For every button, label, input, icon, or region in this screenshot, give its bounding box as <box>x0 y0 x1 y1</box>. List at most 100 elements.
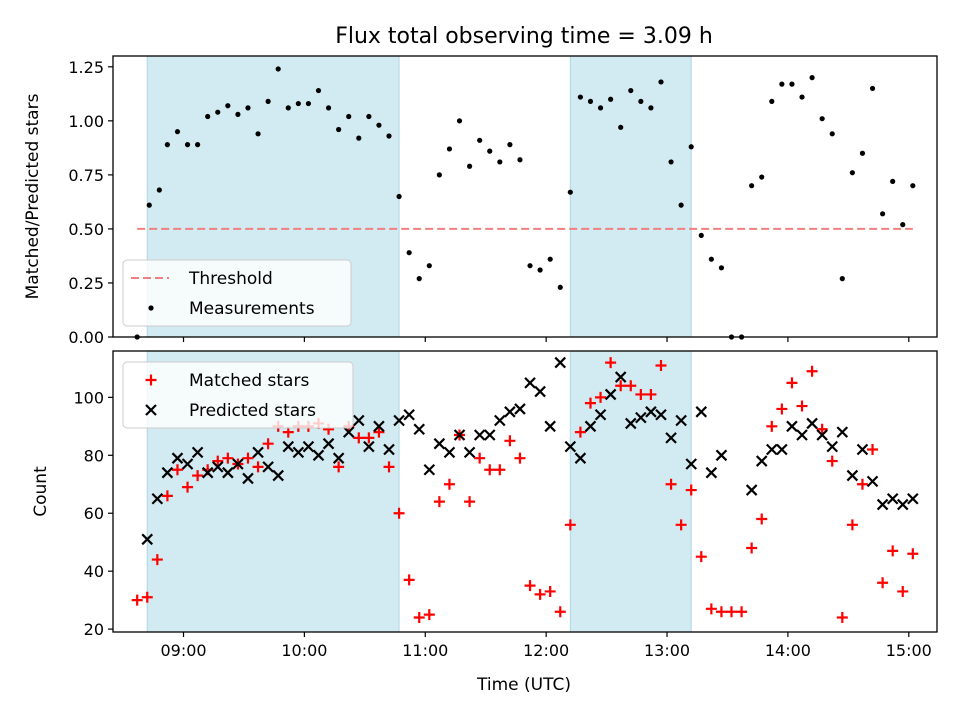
predicted-point <box>211 461 224 473</box>
measurement-point <box>174 129 181 135</box>
matched-point <box>856 478 868 490</box>
predicted-point <box>806 417 818 430</box>
matched-point <box>907 548 919 560</box>
matched-point <box>242 452 254 464</box>
y-tick-label: 0.00 <box>68 328 104 347</box>
measurement-point <box>295 100 301 107</box>
predicted-point <box>635 411 647 424</box>
predicted-point <box>715 449 728 462</box>
matched-point <box>383 461 395 473</box>
matched-point <box>826 455 838 467</box>
y-tick-label: 1.25 <box>68 58 104 77</box>
matched-point <box>605 357 617 369</box>
matched-point <box>161 490 173 502</box>
matched-point <box>796 400 808 412</box>
predicted-point <box>544 420 556 433</box>
matched-point <box>685 484 697 496</box>
matched-point <box>816 423 828 435</box>
predicted-point <box>453 429 466 441</box>
matched-point <box>836 612 848 624</box>
shaded-interval-2 <box>569 350 692 633</box>
measurement-point <box>658 79 664 85</box>
y-tick-label: 20 <box>84 620 104 639</box>
series-measurements <box>134 66 916 340</box>
predicted-point <box>866 475 879 488</box>
matched-point <box>705 603 717 615</box>
measurement-point <box>376 122 382 128</box>
matched-point <box>464 496 476 508</box>
predicted-point <box>836 426 849 438</box>
predicted-point <box>594 408 607 421</box>
matched-point <box>494 464 506 476</box>
matched-point <box>877 577 889 589</box>
measurement-point <box>789 81 795 87</box>
matched-point <box>262 438 274 450</box>
legend: Matched stars Predicted stars <box>122 361 354 429</box>
matched-point <box>746 542 758 554</box>
measurement-point <box>698 232 704 239</box>
predicted-point <box>695 406 708 418</box>
measurement-point <box>164 142 170 148</box>
predicted-point <box>403 408 415 421</box>
matched-point <box>584 397 596 409</box>
measurement-point <box>809 75 815 81</box>
matched-point <box>403 574 415 586</box>
matched-point <box>131 594 143 606</box>
measurement-point <box>587 98 594 104</box>
legend-label: Measurements <box>189 299 315 319</box>
x-tick-label: 11:00 <box>402 641 448 660</box>
measurement-point <box>195 142 201 148</box>
matched-point <box>171 464 183 476</box>
predicted-point <box>514 403 526 415</box>
measurement-point <box>245 105 251 111</box>
matched-point <box>413 612 425 624</box>
series-predicted-stars <box>141 356 919 546</box>
predicted-point <box>534 385 546 398</box>
x-tick-label: 12:00 <box>523 641 569 660</box>
predicted-point <box>584 420 597 433</box>
predicted-point <box>624 417 637 430</box>
matched-point <box>625 380 637 392</box>
predicted-point <box>554 356 567 369</box>
matched-point <box>887 545 899 557</box>
x-tick-label: 14:00 <box>765 641 811 660</box>
measurement-point <box>255 131 261 137</box>
matched-point <box>443 478 455 490</box>
predicted-point <box>423 463 436 476</box>
measurement-point <box>749 183 755 189</box>
measurement-point <box>547 256 553 262</box>
measurement-point <box>869 85 876 92</box>
y-axis-label: Count <box>31 466 51 517</box>
measurement-point <box>416 276 422 282</box>
predicted-point <box>252 446 264 459</box>
x-tick-label: 13:00 <box>644 641 690 660</box>
legend-box <box>122 361 354 429</box>
matched-point <box>554 606 566 618</box>
y-tick-label: 80 <box>84 446 104 465</box>
predicted-point <box>433 437 446 450</box>
predicted-point <box>393 414 405 427</box>
measurement-point <box>517 157 523 163</box>
matched-point <box>715 606 727 618</box>
measurement-point <box>648 105 654 111</box>
x-axis-label: Time (UTC) <box>476 675 571 695</box>
predicted-point <box>745 484 758 496</box>
predicted-point <box>312 449 325 462</box>
shaded-interval-2 <box>569 55 692 338</box>
measurement-point <box>466 163 473 169</box>
predicted-point <box>262 461 274 473</box>
predicted-point <box>292 446 305 459</box>
matched-point <box>514 452 526 464</box>
measurement-point <box>718 265 725 271</box>
measurement-point <box>567 189 573 195</box>
measurement-point <box>146 202 152 208</box>
predicted-point <box>151 492 164 505</box>
measurement-point <box>597 105 604 111</box>
matched-point <box>897 585 909 597</box>
x-tick-label: 10:00 <box>281 641 327 660</box>
predicted-point <box>413 423 426 435</box>
measurement-point <box>275 66 281 72</box>
matched-point <box>786 377 798 389</box>
matched-point <box>192 470 204 482</box>
matched-point <box>222 452 234 464</box>
